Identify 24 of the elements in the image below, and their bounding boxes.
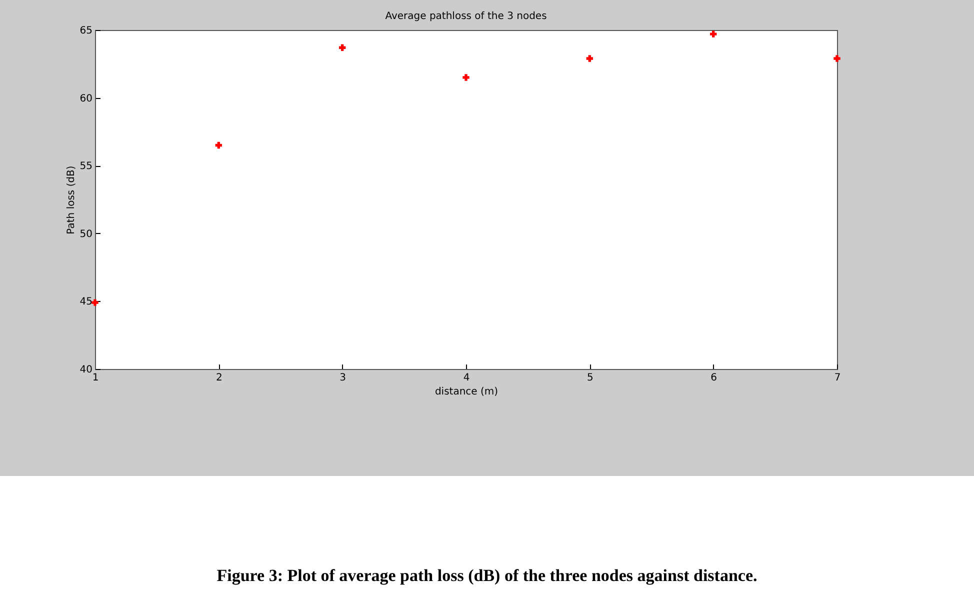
- x-tick-label: 2: [216, 372, 222, 384]
- x-tick-label: 6: [710, 372, 718, 384]
- caption: Figure 3: Plot of average path loss (dB) of the three nodes against distance.: [216, 566, 758, 586]
- chart-title: Average pathloss of the 3 nodes: [385, 11, 547, 22]
- y-tick-label: 55: [80, 161, 92, 172]
- x-tick-label: 4: [463, 372, 470, 384]
- point: [586, 55, 594, 62]
- y-tick-label: 45: [80, 296, 92, 308]
- point: [462, 74, 470, 81]
- x-tick-label: 5: [586, 372, 594, 384]
- point: [710, 30, 717, 38]
- y-axis-title: Path loss (dB): [66, 166, 77, 234]
- x-tick-label: 3: [340, 372, 346, 384]
- point: [834, 55, 840, 62]
- x-axis-title: distance (m): [434, 386, 498, 398]
- y-tick-label: 50: [80, 228, 92, 240]
- y-tick-label: 60: [80, 93, 92, 104]
- y-tick-label: 65: [80, 26, 92, 36]
- point: [338, 44, 346, 51]
- y-tick-label: 40: [80, 364, 92, 376]
- x-tick-label: 1: [92, 372, 99, 384]
- point: [92, 299, 98, 306]
- point: [215, 142, 222, 149]
- x-tick-label: 7: [834, 372, 841, 384]
